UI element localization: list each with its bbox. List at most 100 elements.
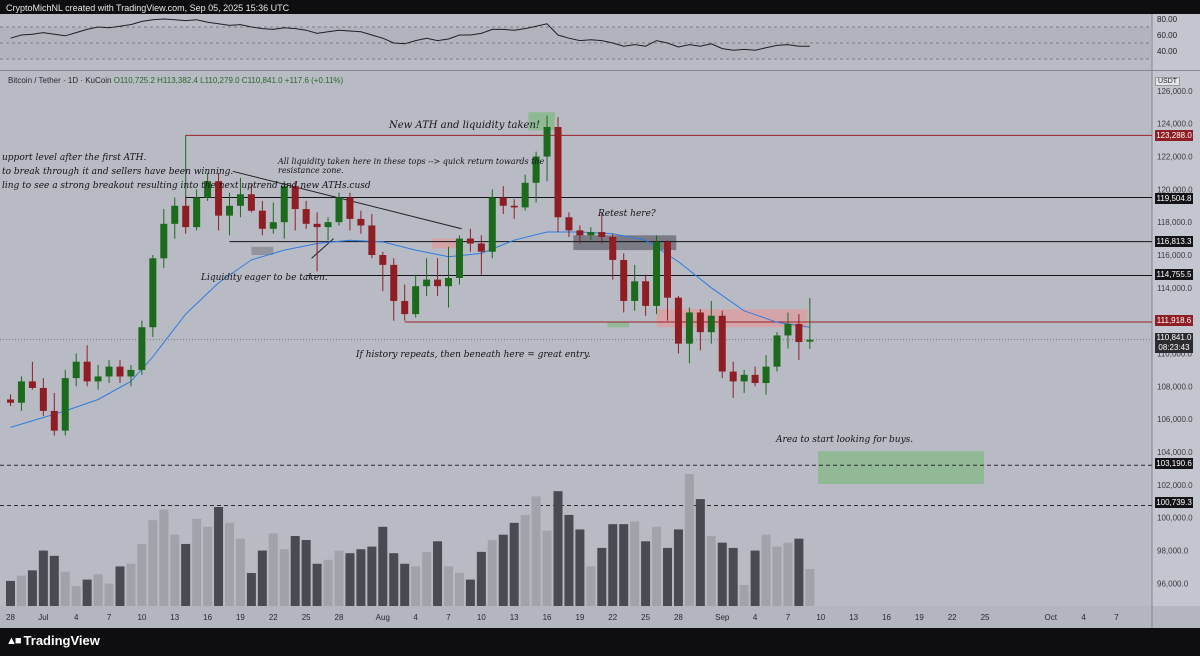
liquidity-marker — [251, 246, 274, 256]
volume-bar — [279, 549, 289, 606]
moving-average-line — [10, 231, 810, 428]
volume-bar — [652, 526, 662, 606]
candle-countdown: 08:23:43 — [1158, 343, 1190, 352]
volume-bar — [148, 520, 158, 606]
time-tick-label: 25 — [641, 613, 650, 622]
time-tick-label: 7 — [1114, 613, 1119, 622]
volume-bar — [137, 543, 147, 606]
price-tick-label: 110,000.0 — [1157, 349, 1193, 358]
candle-body — [269, 222, 277, 229]
volume-bar — [630, 521, 640, 606]
annotation-buys: Area to start looking for buys. — [776, 435, 914, 445]
price-tag-116813: 116,813.3 — [1155, 236, 1193, 247]
candle-body — [215, 181, 223, 216]
candle-body — [149, 258, 157, 328]
rsi-tick-label: 80.00 — [1157, 15, 1178, 24]
price-tag-103190: 103,190.6 — [1155, 458, 1193, 469]
candle-body — [280, 186, 288, 223]
time-tick-label: 4 — [753, 613, 758, 622]
candle-body — [138, 327, 146, 370]
candle-body — [477, 243, 485, 252]
candle-body — [740, 374, 748, 382]
annotation-support-3: ling to see a strong breakout resulting … — [2, 181, 371, 191]
annotation-retest: Retest here? — [598, 209, 656, 219]
current-price-tag: 110,841.0 08:23:43 — [1155, 333, 1193, 353]
time-tick-label: 10 — [477, 613, 486, 622]
candle-body — [105, 366, 113, 377]
rsi-line — [10, 18, 810, 51]
candle-body — [247, 194, 255, 211]
price-tag-119504: 119,504.8 — [1155, 193, 1193, 204]
candle-body — [642, 281, 650, 306]
candle-body — [598, 232, 606, 237]
candle-body — [664, 241, 671, 298]
time-tick-label: Oct — [1045, 613, 1058, 622]
candle-body — [784, 323, 792, 336]
candle-body — [455, 238, 463, 278]
rsi-tick-label: 60.00 — [1157, 31, 1178, 40]
price-tick-label: 124,000.0 — [1157, 120, 1193, 129]
volume-bar — [619, 524, 629, 606]
candle-body — [674, 297, 682, 344]
volume-bar — [663, 547, 672, 606]
time-tick-label: 13 — [510, 613, 519, 622]
price-tick-label: 118,000.0 — [1157, 218, 1193, 227]
volume-bar — [49, 555, 59, 606]
annotation-tops-2: resistance zone. — [278, 166, 344, 175]
candle-body — [620, 259, 628, 301]
tradingview-logo[interactable]: ▲■ TradingView — [6, 633, 100, 648]
candle-body — [94, 376, 102, 382]
volume-bar — [367, 546, 377, 606]
volume-bar — [586, 566, 596, 606]
tradingview-logo-text: TradingView — [23, 633, 100, 648]
volume-bar — [476, 551, 486, 606]
volume-bar — [301, 540, 311, 606]
price-tick-label: 108,000.0 — [1157, 382, 1193, 391]
volume-bar — [27, 570, 37, 606]
ohlc-readout: O110,725.2 H113,382.4 L110,279.0 C110,84… — [113, 76, 344, 85]
candle-body — [390, 264, 398, 301]
candle-body — [116, 366, 124, 377]
candle-body — [729, 371, 737, 382]
candle-body — [7, 399, 14, 403]
time-tick-label: 22 — [948, 613, 957, 622]
ath-liquidity-zone — [528, 112, 555, 131]
author-credit: CryptoMichNL created with TradingView.co… — [6, 3, 290, 13]
candle-body — [39, 387, 47, 411]
volume-bar — [739, 584, 749, 606]
candle-body — [466, 238, 474, 244]
candle-body — [696, 312, 704, 333]
volume-bar — [16, 575, 26, 606]
candle-body — [236, 194, 244, 206]
volume-bar — [498, 534, 508, 606]
currency-badge[interactable]: USDT — [1155, 77, 1181, 86]
price-tick-label: 126,000.0 — [1157, 87, 1193, 96]
volume-bar — [444, 566, 453, 606]
tradingview-logo-icon: ▲■ — [6, 634, 21, 647]
time-tick-label: 4 — [1081, 613, 1086, 622]
candle-body — [434, 279, 442, 287]
candle-body — [335, 197, 343, 223]
candle-body — [543, 126, 551, 157]
volume-bar — [487, 540, 497, 606]
candle-body — [795, 323, 803, 343]
price-tick-label: 96,000.0 — [1157, 579, 1189, 588]
volume-bar — [717, 542, 727, 606]
candle-body — [193, 197, 201, 228]
volume-bar — [235, 538, 245, 606]
price-tick-label: 122,000.0 — [1157, 153, 1193, 162]
candle-body — [324, 222, 332, 228]
volume-bar — [38, 550, 48, 606]
volume-bar — [422, 551, 432, 606]
symbol-name: Bitcoin / Tether · 1D · KuCoin — [8, 76, 112, 85]
time-tick-label: 16 — [203, 613, 212, 622]
time-tick-label: Sep — [715, 613, 730, 622]
volume-bar — [608, 524, 618, 606]
candle-body — [565, 217, 573, 231]
time-tick-label: 16 — [543, 613, 552, 622]
volume-bar — [454, 573, 464, 606]
volume-bar — [465, 579, 475, 606]
candle-body — [226, 205, 233, 216]
